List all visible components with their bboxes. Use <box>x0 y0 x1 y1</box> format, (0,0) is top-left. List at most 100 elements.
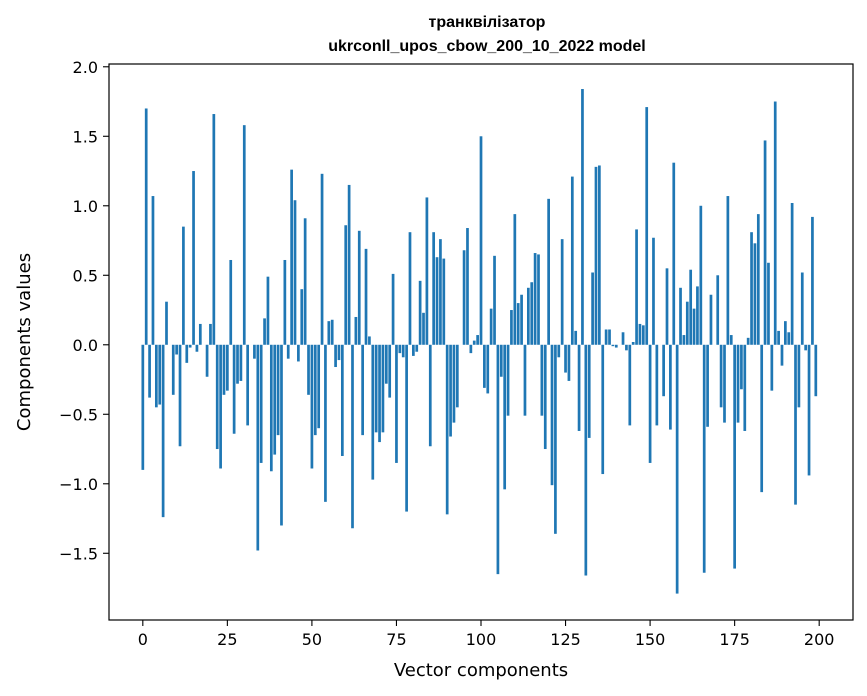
bar-83 <box>422 312 425 345</box>
bar-170 <box>716 275 720 345</box>
bar-148 <box>641 325 645 345</box>
y-tick-label-0.5: 0.5 <box>73 266 98 285</box>
bar-40 <box>276 344 280 436</box>
bar-102 <box>486 344 490 394</box>
bar-49 <box>307 344 310 395</box>
bar-144 <box>628 344 632 426</box>
bar-129 <box>577 344 581 431</box>
y-tick-label--0.5: −0.5 <box>59 405 98 424</box>
bar-10 <box>175 344 178 355</box>
bar-185 <box>767 262 770 345</box>
bar-104 <box>493 255 496 345</box>
bar-171 <box>719 344 723 408</box>
bar-3 <box>151 196 155 345</box>
bar-73 <box>388 344 392 398</box>
bar-20 <box>209 323 212 345</box>
x-tick-label-200: 200 <box>804 630 835 649</box>
bar-76 <box>398 344 402 354</box>
bar-85 <box>428 344 432 447</box>
bar-93 <box>455 344 459 408</box>
bar-117 <box>537 254 540 345</box>
bar-187 <box>773 101 777 345</box>
bar-37 <box>266 276 270 345</box>
bar-27 <box>232 344 236 434</box>
bar-92 <box>452 344 456 423</box>
x-axis-label: Vector components <box>394 660 568 681</box>
bar-116 <box>533 253 537 345</box>
bar-174 <box>729 335 733 345</box>
bar-115 <box>530 282 534 345</box>
bar-33 <box>253 344 256 359</box>
x-tick-label-0: 0 <box>138 630 148 649</box>
bar-122 <box>554 344 557 534</box>
bar-42 <box>283 259 287 345</box>
bar-121 <box>550 344 554 486</box>
bar-127 <box>570 176 574 345</box>
bar-158 <box>675 344 679 594</box>
bar-19 <box>205 344 209 377</box>
bar-36 <box>263 318 266 345</box>
bar-156 <box>669 344 672 430</box>
bar-154 <box>662 344 665 397</box>
x-tick-label-75: 75 <box>386 630 406 649</box>
bar-30 <box>242 125 246 345</box>
bar-14 <box>188 344 192 348</box>
bar-39 <box>273 344 277 455</box>
bar-68 <box>371 344 375 480</box>
y-tick-label--1: −1.0 <box>59 475 98 494</box>
bar-79 <box>408 232 412 345</box>
bar-44 <box>290 169 293 345</box>
bar-177 <box>740 344 743 390</box>
y-axis-ticks: −1.5 −1.0 −0.5 0.0 0.5 1.0 1.5 2.0 <box>59 58 109 563</box>
bar-96 <box>466 228 469 345</box>
bar-173 <box>726 196 730 345</box>
chart-title-line-1: транквілізатор <box>429 14 546 31</box>
bar-41 <box>280 344 283 526</box>
y-tick-label-0: 0.0 <box>73 336 98 355</box>
bar-124 <box>560 239 564 345</box>
bar-167 <box>706 344 709 427</box>
bar-198 <box>811 216 814 345</box>
bar-182 <box>756 214 760 345</box>
bar-155 <box>665 268 669 345</box>
bar-111 <box>516 303 520 345</box>
bar-57 <box>334 344 337 368</box>
bar-43 <box>286 344 290 359</box>
bar-123 <box>557 344 561 358</box>
bar-34 <box>256 344 260 551</box>
bar-130 <box>581 89 584 345</box>
bar-138 <box>608 329 611 345</box>
bar-135 <box>598 165 601 345</box>
bar-194 <box>797 344 801 408</box>
bar-91 <box>449 344 452 437</box>
bar-88 <box>439 239 442 345</box>
bar-192 <box>790 203 794 345</box>
bar-64 <box>357 230 361 345</box>
bar-107 <box>503 344 507 490</box>
bar-31 <box>246 344 250 426</box>
bar-108 <box>506 344 510 416</box>
bar-72 <box>384 344 388 384</box>
bar-59 <box>340 344 344 456</box>
bar-75 <box>395 344 398 463</box>
x-tick-label-100: 100 <box>466 630 497 649</box>
bar-55 <box>327 321 331 345</box>
bar-191 <box>787 332 791 345</box>
bar-193 <box>794 344 797 505</box>
bar-78 <box>405 344 408 512</box>
bar-81 <box>415 344 419 352</box>
bar-146 <box>635 229 638 345</box>
bar-99 <box>476 335 479 345</box>
bar-114 <box>526 287 530 345</box>
bar-28 <box>236 344 239 384</box>
bar-98 <box>472 340 476 345</box>
bar-183 <box>760 344 764 493</box>
bar-60 <box>344 225 348 345</box>
bar-163 <box>692 308 696 345</box>
bar-147 <box>638 323 642 345</box>
bar-131 <box>584 344 588 576</box>
bar-17 <box>198 323 202 345</box>
bar-6 <box>161 344 165 518</box>
bar-90 <box>445 344 449 515</box>
